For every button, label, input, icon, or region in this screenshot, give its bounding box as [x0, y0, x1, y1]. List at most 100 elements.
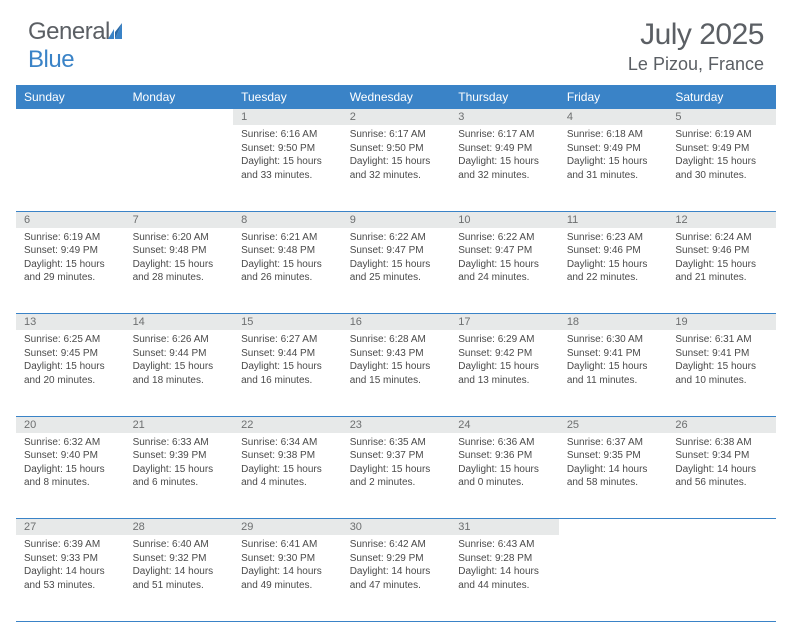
day-body-cell: Sunrise: 6:36 AMSunset: 9:36 PMDaylight:…: [450, 433, 559, 519]
day-number-row: 20212223242526: [16, 416, 776, 433]
day-detail: Sunrise: 6:24 AMSunset: 9:46 PMDaylight:…: [667, 228, 776, 289]
day-body-cell: Sunrise: 6:34 AMSunset: 9:38 PMDaylight:…: [233, 433, 342, 519]
logo-chart-icon: [108, 18, 130, 46]
day-number-cell: 7: [125, 211, 234, 228]
day-body-cell: Sunrise: 6:18 AMSunset: 9:49 PMDaylight:…: [559, 125, 668, 211]
day-body-row: Sunrise: 6:32 AMSunset: 9:40 PMDaylight:…: [16, 433, 776, 519]
day-number-cell: 14: [125, 314, 234, 331]
day-body-cell: Sunrise: 6:31 AMSunset: 9:41 PMDaylight:…: [667, 330, 776, 416]
weekday-header: Saturday: [667, 85, 776, 109]
day-number-cell: 22: [233, 416, 342, 433]
day-detail: Sunrise: 6:41 AMSunset: 9:30 PMDaylight:…: [233, 535, 342, 596]
header: GeneralBlue July 2025 Le Pizou, France: [0, 0, 792, 85]
day-number-cell: 31: [450, 519, 559, 536]
weekday-header: Thursday: [450, 85, 559, 109]
day-body-row: Sunrise: 6:19 AMSunset: 9:49 PMDaylight:…: [16, 228, 776, 314]
day-number-cell: 18: [559, 314, 668, 331]
day-body-cell: Sunrise: 6:24 AMSunset: 9:46 PMDaylight:…: [667, 228, 776, 314]
day-detail: Sunrise: 6:27 AMSunset: 9:44 PMDaylight:…: [233, 330, 342, 391]
day-body-row: Sunrise: 6:16 AMSunset: 9:50 PMDaylight:…: [16, 125, 776, 211]
day-detail: Sunrise: 6:36 AMSunset: 9:36 PMDaylight:…: [450, 433, 559, 494]
day-body-cell: Sunrise: 6:16 AMSunset: 9:50 PMDaylight:…: [233, 125, 342, 211]
day-number-row: 2728293031: [16, 519, 776, 536]
day-detail: Sunrise: 6:22 AMSunset: 9:47 PMDaylight:…: [450, 228, 559, 289]
day-number-cell: 11: [559, 211, 668, 228]
day-detail: Sunrise: 6:23 AMSunset: 9:46 PMDaylight:…: [559, 228, 668, 289]
day-body-row: Sunrise: 6:25 AMSunset: 9:45 PMDaylight:…: [16, 330, 776, 416]
day-detail: Sunrise: 6:17 AMSunset: 9:50 PMDaylight:…: [342, 125, 451, 186]
day-number-cell: 24: [450, 416, 559, 433]
day-body-cell: Sunrise: 6:41 AMSunset: 9:30 PMDaylight:…: [233, 535, 342, 621]
day-number-cell: 28: [125, 519, 234, 536]
day-body-cell: Sunrise: 6:42 AMSunset: 9:29 PMDaylight:…: [342, 535, 451, 621]
day-detail: Sunrise: 6:33 AMSunset: 9:39 PMDaylight:…: [125, 433, 234, 494]
day-number-row: 12345: [16, 109, 776, 125]
weekday-header: Sunday: [16, 85, 125, 109]
day-number-cell: 23: [342, 416, 451, 433]
day-body-cell: Sunrise: 6:22 AMSunset: 9:47 PMDaylight:…: [342, 228, 451, 314]
day-body-cell: Sunrise: 6:33 AMSunset: 9:39 PMDaylight:…: [125, 433, 234, 519]
day-number-cell: 15: [233, 314, 342, 331]
day-body-cell: Sunrise: 6:19 AMSunset: 9:49 PMDaylight:…: [16, 228, 125, 314]
weekday-header: Wednesday: [342, 85, 451, 109]
logo: GeneralBlue: [28, 18, 130, 74]
day-detail: Sunrise: 6:22 AMSunset: 9:47 PMDaylight:…: [342, 228, 451, 289]
calendar-table: SundayMondayTuesdayWednesdayThursdayFrid…: [16, 85, 776, 622]
day-number-cell: 26: [667, 416, 776, 433]
day-body-row: Sunrise: 6:39 AMSunset: 9:33 PMDaylight:…: [16, 535, 776, 621]
day-detail: Sunrise: 6:21 AMSunset: 9:48 PMDaylight:…: [233, 228, 342, 289]
day-detail: Sunrise: 6:37 AMSunset: 9:35 PMDaylight:…: [559, 433, 668, 494]
day-number-cell: [16, 109, 125, 125]
day-body-cell: Sunrise: 6:21 AMSunset: 9:48 PMDaylight:…: [233, 228, 342, 314]
day-body-cell: Sunrise: 6:17 AMSunset: 9:50 PMDaylight:…: [342, 125, 451, 211]
day-body-cell: Sunrise: 6:26 AMSunset: 9:44 PMDaylight:…: [125, 330, 234, 416]
day-body-cell: Sunrise: 6:32 AMSunset: 9:40 PMDaylight:…: [16, 433, 125, 519]
day-number-cell: 13: [16, 314, 125, 331]
weekday-header: Monday: [125, 85, 234, 109]
day-body-cell: Sunrise: 6:39 AMSunset: 9:33 PMDaylight:…: [16, 535, 125, 621]
day-number-cell: 19: [667, 314, 776, 331]
page-title: July 2025: [628, 18, 764, 52]
logo-text: GeneralBlue: [28, 18, 130, 74]
day-detail: Sunrise: 6:19 AMSunset: 9:49 PMDaylight:…: [667, 125, 776, 186]
weekday-header: Friday: [559, 85, 668, 109]
day-number-cell: [125, 109, 234, 125]
day-number-cell: 27: [16, 519, 125, 536]
day-body-cell: Sunrise: 6:22 AMSunset: 9:47 PMDaylight:…: [450, 228, 559, 314]
day-number-cell: 21: [125, 416, 234, 433]
day-detail: Sunrise: 6:42 AMSunset: 9:29 PMDaylight:…: [342, 535, 451, 596]
day-body-cell: [667, 535, 776, 621]
day-detail: Sunrise: 6:43 AMSunset: 9:28 PMDaylight:…: [450, 535, 559, 596]
day-body-cell: Sunrise: 6:28 AMSunset: 9:43 PMDaylight:…: [342, 330, 451, 416]
day-body-cell: Sunrise: 6:25 AMSunset: 9:45 PMDaylight:…: [16, 330, 125, 416]
day-detail: Sunrise: 6:17 AMSunset: 9:49 PMDaylight:…: [450, 125, 559, 186]
day-body-cell: Sunrise: 6:43 AMSunset: 9:28 PMDaylight:…: [450, 535, 559, 621]
day-body-cell: Sunrise: 6:40 AMSunset: 9:32 PMDaylight:…: [125, 535, 234, 621]
day-number-row: 6789101112: [16, 211, 776, 228]
day-number-cell: 29: [233, 519, 342, 536]
day-detail: Sunrise: 6:34 AMSunset: 9:38 PMDaylight:…: [233, 433, 342, 494]
day-number-cell: [559, 519, 668, 536]
day-number-cell: 6: [16, 211, 125, 228]
day-detail: Sunrise: 6:31 AMSunset: 9:41 PMDaylight:…: [667, 330, 776, 391]
logo-part2: Blue: [28, 46, 74, 73]
day-detail: Sunrise: 6:19 AMSunset: 9:49 PMDaylight:…: [16, 228, 125, 289]
day-body-cell: [16, 125, 125, 211]
day-detail: Sunrise: 6:28 AMSunset: 9:43 PMDaylight:…: [342, 330, 451, 391]
day-body-cell: Sunrise: 6:29 AMSunset: 9:42 PMDaylight:…: [450, 330, 559, 416]
day-body-cell: Sunrise: 6:27 AMSunset: 9:44 PMDaylight:…: [233, 330, 342, 416]
day-number-cell: 3: [450, 109, 559, 125]
day-body-cell: [125, 125, 234, 211]
day-number-cell: 12: [667, 211, 776, 228]
day-body-cell: Sunrise: 6:17 AMSunset: 9:49 PMDaylight:…: [450, 125, 559, 211]
day-body-cell: Sunrise: 6:23 AMSunset: 9:46 PMDaylight:…: [559, 228, 668, 314]
weekday-header-row: SundayMondayTuesdayWednesdayThursdayFrid…: [16, 85, 776, 109]
day-number-cell: 20: [16, 416, 125, 433]
title-block: July 2025 Le Pizou, France: [628, 18, 764, 75]
location-label: Le Pizou, France: [628, 54, 764, 75]
day-body-cell: Sunrise: 6:38 AMSunset: 9:34 PMDaylight:…: [667, 433, 776, 519]
day-body-cell: Sunrise: 6:35 AMSunset: 9:37 PMDaylight:…: [342, 433, 451, 519]
day-number-cell: 2: [342, 109, 451, 125]
day-detail: Sunrise: 6:38 AMSunset: 9:34 PMDaylight:…: [667, 433, 776, 494]
day-detail: Sunrise: 6:16 AMSunset: 9:50 PMDaylight:…: [233, 125, 342, 186]
